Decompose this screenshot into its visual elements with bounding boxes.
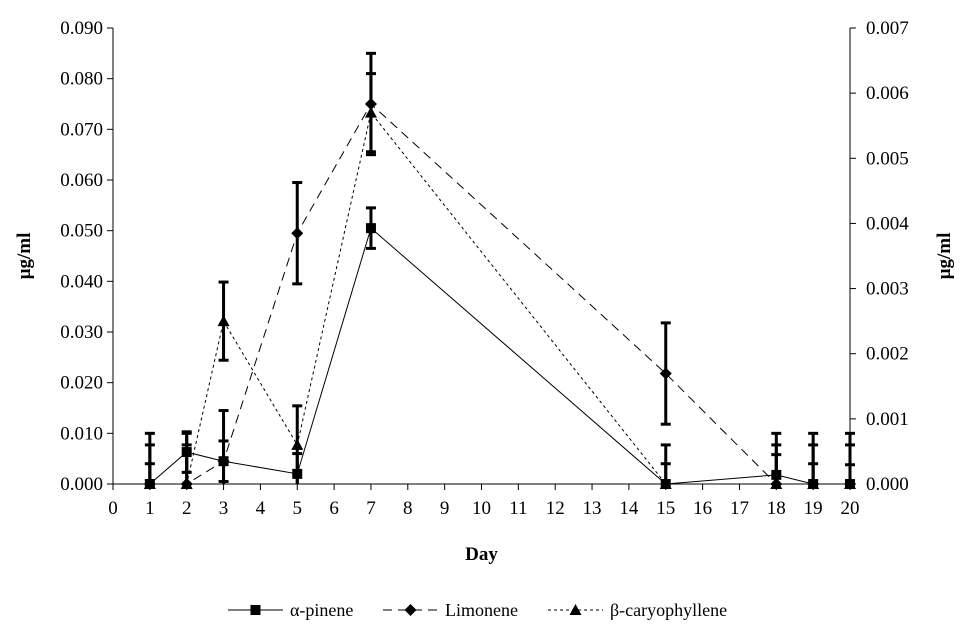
legend-item: α-pinene	[228, 600, 353, 620]
y-right-tick-label: 0.006	[866, 83, 909, 104]
legend-marker	[569, 604, 582, 615]
data-point	[292, 468, 303, 479]
x-tick-label: 9	[440, 498, 450, 519]
series-0	[144, 206, 855, 485]
data-point	[217, 455, 230, 468]
data-point	[807, 478, 820, 489]
data-point	[844, 478, 856, 489]
x-tick-label: 1	[145, 498, 155, 519]
y-left-tick-label: 0.080	[60, 69, 103, 90]
legend-marker	[250, 605, 261, 615]
data-point	[181, 447, 192, 458]
y-right-tick-label: 0.003	[866, 279, 909, 300]
data-point	[659, 367, 672, 380]
y-right-tick-label: 0.002	[866, 344, 909, 365]
data-point	[291, 227, 304, 240]
data-point	[143, 478, 156, 489]
y-left-tick-label: 0.000	[60, 474, 103, 495]
x-tick-label: 3	[219, 498, 229, 519]
x-tick-label: 13	[583, 498, 602, 519]
y-left-tick-label: 0.020	[60, 373, 103, 394]
legend-label: Limonene	[445, 600, 518, 620]
legend-label: α-pinene	[290, 600, 353, 620]
data-point	[180, 478, 193, 489]
series-line	[149, 103, 850, 485]
x-tick-label: 5	[293, 498, 303, 519]
x-tick-label: 0	[108, 498, 118, 519]
series-1	[144, 51, 855, 485]
data-point	[217, 315, 230, 327]
series-line	[149, 227, 850, 485]
series-markers-1	[143, 98, 856, 490]
x-tick-label: 8	[403, 498, 413, 519]
series-markers-0	[144, 223, 855, 489]
x-tick-label: 20	[841, 498, 860, 519]
x-tick-label: 16	[693, 498, 712, 519]
x-tick-label: 12	[546, 498, 565, 519]
data-point	[364, 98, 377, 110]
data-point	[364, 106, 377, 118]
series-markers-2	[143, 106, 856, 489]
x-tick-label: 17	[730, 498, 749, 519]
x-tick-label: 19	[804, 498, 823, 519]
y-right-tick-label: 0.007	[866, 18, 909, 39]
y-right-tick-label: 0.000	[866, 474, 909, 495]
y-left-tick-label: 0.010	[60, 423, 103, 444]
x-tick-label: 10	[472, 498, 491, 519]
legend-marker	[404, 604, 417, 616]
data-point	[659, 478, 672, 489]
series-2	[144, 72, 855, 485]
data-point	[770, 478, 783, 489]
x-tick-label: 6	[329, 498, 339, 519]
legend-item: Limonene	[383, 600, 518, 620]
x-axis-title: Day	[465, 544, 498, 565]
y-left-tick-label: 0.090	[60, 18, 103, 39]
y-axis-right-title: µg/ml	[934, 233, 955, 280]
y-left-tick-label: 0.050	[60, 221, 103, 242]
y-left-tick-label: 0.070	[60, 119, 103, 140]
data-point	[771, 469, 782, 480]
x-tick-label: 18	[767, 498, 786, 519]
y-left-tick-label: 0.060	[60, 170, 103, 191]
x-tick-label: 11	[509, 498, 527, 519]
x-tick-label: 7	[366, 498, 376, 519]
series-line	[149, 111, 850, 485]
legend-item: β-caryophyllene	[548, 600, 727, 620]
y-left-tick-label: 0.040	[60, 271, 103, 292]
x-tick-label: 14	[619, 498, 639, 519]
data-point	[291, 438, 304, 450]
data-point	[365, 223, 376, 234]
legend-label: β-caryophyllene	[610, 600, 727, 620]
x-tick-label: 2	[182, 498, 192, 519]
y-left-tick-label: 0.030	[60, 322, 103, 343]
y-right-tick-label: 0.005	[866, 148, 909, 169]
y-axis-left-title: µg/ml	[14, 233, 35, 280]
x-tick-label: 4	[256, 498, 266, 519]
y-right-tick-label: 0.004	[866, 213, 909, 234]
y-right-tick-label: 0.001	[866, 409, 909, 430]
x-tick-label: 15	[656, 498, 675, 519]
